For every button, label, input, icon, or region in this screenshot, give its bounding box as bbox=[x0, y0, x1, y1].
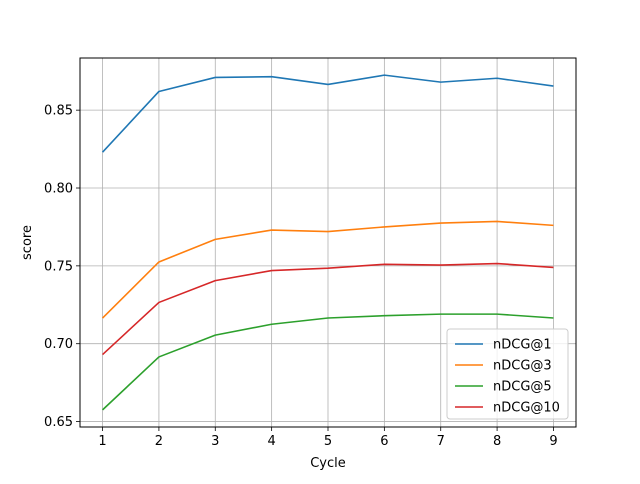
x-tick-label: 1 bbox=[98, 434, 106, 449]
y-tick-label: 0.80 bbox=[44, 182, 73, 197]
series-line-ndcg-1 bbox=[101, 74, 554, 153]
y-tick-label: 0.85 bbox=[44, 104, 73, 119]
legend-box bbox=[446, 328, 569, 420]
legend-label-ndcg-3: nDCG@3 bbox=[493, 359, 552, 374]
x-tick-label: 5 bbox=[324, 434, 332, 449]
y-tick-label: 0.70 bbox=[44, 337, 73, 352]
x-tick-label: 9 bbox=[549, 434, 557, 449]
legend-label-ndcg-5: nDCG@5 bbox=[493, 380, 552, 395]
axis-ticks: 1 2 3 4 5 6 7 8 9 0.65 0.70 0.75 0.80 0.85 bbox=[44, 104, 558, 449]
legend: nDCG@1 nDCG@3 nDCG@5 nDCG@10 bbox=[446, 328, 569, 420]
x-tick-label: 7 bbox=[437, 434, 445, 449]
x-tick-label: 6 bbox=[380, 434, 388, 449]
legend-label-ndcg-10: nDCG@10 bbox=[493, 401, 560, 416]
x-tick-label: 2 bbox=[155, 434, 163, 449]
series-line-ndcg-3 bbox=[101, 220, 554, 319]
y-tick-label: 0.65 bbox=[44, 415, 73, 430]
y-axis-label: score bbox=[20, 225, 35, 260]
x-tick-label: 4 bbox=[267, 434, 275, 449]
series-line-ndcg-5 bbox=[102, 313, 554, 411]
series-lines bbox=[101, 74, 554, 411]
legend-label-ndcg-1: nDCG@1 bbox=[493, 338, 552, 353]
x-tick-label: 3 bbox=[211, 434, 219, 449]
y-tick-label: 0.75 bbox=[44, 259, 73, 274]
x-axis-label: Cycle bbox=[310, 456, 346, 471]
x-tick-label: 8 bbox=[493, 434, 501, 449]
series-line-ndcg-10 bbox=[102, 262, 554, 356]
